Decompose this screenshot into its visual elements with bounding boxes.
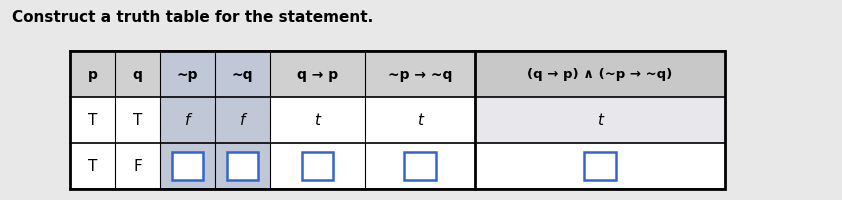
Text: ~p: ~p: [177, 68, 198, 82]
Bar: [172, 152, 203, 180]
Text: Construct a truth table for the statement.: Construct a truth table for the statemen…: [12, 10, 373, 25]
Bar: [70, 52, 725, 98]
Text: q → p: q → p: [297, 68, 338, 82]
Text: (q → p) ∧ (~p → ~q): (q → p) ∧ (~p → ~q): [527, 68, 673, 81]
Text: ~p → ~q: ~p → ~q: [388, 68, 452, 82]
Text: t: t: [417, 113, 423, 128]
Bar: [404, 152, 435, 180]
Bar: [70, 143, 725, 189]
Text: ~q: ~q: [232, 68, 253, 82]
Bar: [70, 98, 725, 143]
Bar: [475, 52, 725, 98]
Text: q: q: [132, 68, 142, 82]
Bar: [226, 152, 258, 180]
Bar: [215, 52, 270, 189]
Bar: [160, 52, 215, 189]
Text: f: f: [240, 113, 245, 128]
Text: f: f: [184, 113, 190, 128]
Bar: [70, 52, 725, 189]
Bar: [301, 152, 333, 180]
Bar: [475, 98, 725, 143]
Text: T: T: [88, 159, 97, 174]
Text: t: t: [597, 113, 603, 128]
Text: T: T: [88, 113, 97, 128]
Text: p: p: [88, 68, 98, 82]
Text: t: t: [315, 113, 321, 128]
Bar: [584, 152, 616, 180]
Text: T: T: [133, 113, 142, 128]
Text: F: F: [133, 159, 141, 174]
